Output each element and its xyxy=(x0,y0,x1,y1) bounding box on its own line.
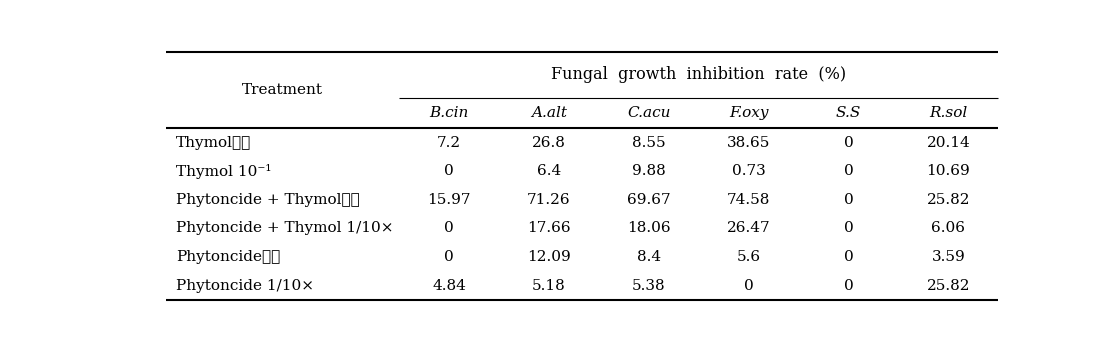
Text: 0.73: 0.73 xyxy=(732,164,765,178)
Text: 74.58: 74.58 xyxy=(727,193,770,207)
Text: 6.06: 6.06 xyxy=(931,222,966,235)
Text: C.acu: C.acu xyxy=(627,106,670,120)
Text: 0: 0 xyxy=(744,279,753,293)
Text: 0: 0 xyxy=(444,250,454,264)
Text: Thymol원액: Thymol원액 xyxy=(177,135,252,150)
Text: 0: 0 xyxy=(444,222,454,235)
Text: R.sol: R.sol xyxy=(930,106,968,120)
Text: 4.84: 4.84 xyxy=(432,279,466,293)
Text: Phytoncide 1/10×: Phytoncide 1/10× xyxy=(177,279,314,293)
Text: 26.47: 26.47 xyxy=(727,222,771,235)
Text: S.S: S.S xyxy=(836,106,862,120)
Text: F.oxy: F.oxy xyxy=(728,106,769,120)
Text: 71.26: 71.26 xyxy=(527,193,571,207)
Text: 0: 0 xyxy=(444,164,454,178)
Text: A.alt: A.alt xyxy=(530,106,567,120)
Text: 8.55: 8.55 xyxy=(632,135,666,150)
Text: Fungal  growth  inhibition  rate  (%): Fungal growth inhibition rate (%) xyxy=(552,66,846,83)
Text: 25.82: 25.82 xyxy=(927,279,970,293)
Text: 69.67: 69.67 xyxy=(627,193,670,207)
Text: 10.69: 10.69 xyxy=(927,164,970,178)
Text: 0: 0 xyxy=(844,135,854,150)
Text: 7.2: 7.2 xyxy=(436,135,461,150)
Text: 8.4: 8.4 xyxy=(637,250,661,264)
Text: 15.97: 15.97 xyxy=(427,193,471,207)
Text: 5.38: 5.38 xyxy=(632,279,666,293)
Text: Phytoncide + Thymol 1/10×: Phytoncide + Thymol 1/10× xyxy=(177,222,394,235)
Text: 5.18: 5.18 xyxy=(532,279,566,293)
Text: 25.82: 25.82 xyxy=(927,193,970,207)
Text: 0: 0 xyxy=(844,279,854,293)
Text: 3.59: 3.59 xyxy=(932,250,966,264)
Text: 6.4: 6.4 xyxy=(537,164,561,178)
Text: 5.6: 5.6 xyxy=(736,250,761,264)
Text: 9.88: 9.88 xyxy=(632,164,666,178)
Text: 0: 0 xyxy=(844,250,854,264)
Text: 12.09: 12.09 xyxy=(527,250,571,264)
Text: Phytoncide원액: Phytoncide원액 xyxy=(177,250,281,264)
Text: B.cin: B.cin xyxy=(430,106,469,120)
Text: 0: 0 xyxy=(844,222,854,235)
Text: 17.66: 17.66 xyxy=(527,222,571,235)
Text: 20.14: 20.14 xyxy=(927,135,970,150)
Text: Treatment: Treatment xyxy=(242,83,323,97)
Text: Phytoncide + Thymol원액: Phytoncide + Thymol원액 xyxy=(177,193,360,207)
Text: 26.8: 26.8 xyxy=(532,135,566,150)
Text: Thymol 10⁻¹: Thymol 10⁻¹ xyxy=(177,164,272,179)
Text: 0: 0 xyxy=(844,164,854,178)
Text: 38.65: 38.65 xyxy=(727,135,770,150)
Text: 0: 0 xyxy=(844,193,854,207)
Text: 18.06: 18.06 xyxy=(627,222,670,235)
